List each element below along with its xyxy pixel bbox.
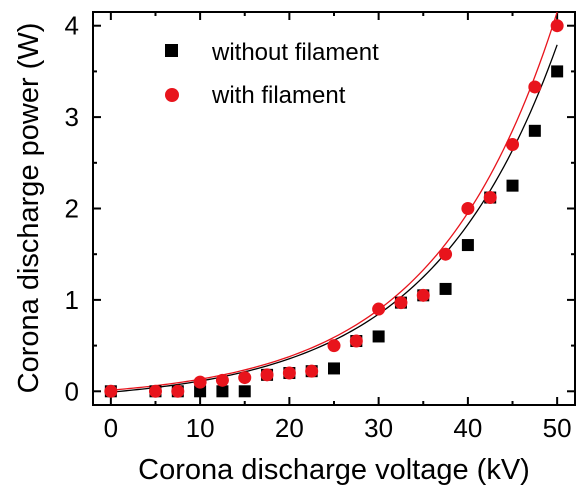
point-with-filament xyxy=(104,384,118,398)
y-tick-labels: 0 1 2 3 4 xyxy=(65,11,79,407)
x-axis-title: Corona discharge voltage (kV) xyxy=(138,454,530,486)
x-tick-label: 0 xyxy=(104,413,118,443)
legend-label-with-filament: with filament xyxy=(211,82,346,109)
y-tick-label: 1 xyxy=(65,285,79,315)
point-with-filament xyxy=(483,191,497,205)
point-with-filament xyxy=(372,302,386,316)
y-tick-label: 0 xyxy=(65,376,79,406)
legend-marker-without-filament xyxy=(165,44,178,57)
point-with-filament xyxy=(171,384,185,398)
point-with-filament xyxy=(461,202,475,215)
point-without-filament xyxy=(216,385,229,398)
point-without-filament xyxy=(461,239,474,252)
point-with-filament xyxy=(260,368,274,382)
point-with-filament xyxy=(506,138,520,152)
point-with-filament xyxy=(238,371,252,385)
y-tick-label: 4 xyxy=(65,11,79,41)
point-without-filament xyxy=(238,385,251,398)
point-without-filament xyxy=(551,65,564,78)
point-with-filament xyxy=(416,288,430,302)
data-markers xyxy=(104,19,564,398)
x-tick-label: 30 xyxy=(364,413,393,443)
y-tick-label: 2 xyxy=(65,194,79,224)
point-with-filament xyxy=(193,375,207,389)
axis-ticks xyxy=(93,12,575,405)
point-with-filament xyxy=(439,247,453,261)
x-tick-label: 50 xyxy=(543,413,572,443)
legend-marker-with-filament xyxy=(165,88,179,102)
point-with-filament xyxy=(282,366,296,380)
point-without-filament xyxy=(506,179,519,192)
point-with-filament xyxy=(327,339,341,353)
y-tick-label: 3 xyxy=(65,102,79,132)
point-with-filament xyxy=(394,296,408,310)
point-without-filament xyxy=(194,385,207,398)
x-tick-label: 10 xyxy=(186,413,215,443)
x-tick-labels: 0 10 20 30 40 50 xyxy=(104,413,572,443)
point-with-filament xyxy=(349,334,363,348)
legend-label-without-filament: without filament xyxy=(211,39,379,66)
x-tick-label: 20 xyxy=(275,413,304,443)
point-with-filament xyxy=(528,80,542,94)
y-axis-title: Corona discharge power (W) xyxy=(13,23,45,394)
point-without-filament xyxy=(328,362,340,375)
point-without-filament xyxy=(439,282,452,295)
point-with-filament xyxy=(215,373,229,387)
x-tick-label: 40 xyxy=(453,413,482,443)
point-without-filament xyxy=(528,124,541,137)
point-with-filament xyxy=(550,19,564,33)
point-without-filament xyxy=(372,330,385,343)
legend: without filament with filament xyxy=(165,39,379,109)
point-with-filament xyxy=(148,384,162,398)
fit-line-with-filament xyxy=(110,11,558,391)
point-with-filament xyxy=(305,364,319,378)
